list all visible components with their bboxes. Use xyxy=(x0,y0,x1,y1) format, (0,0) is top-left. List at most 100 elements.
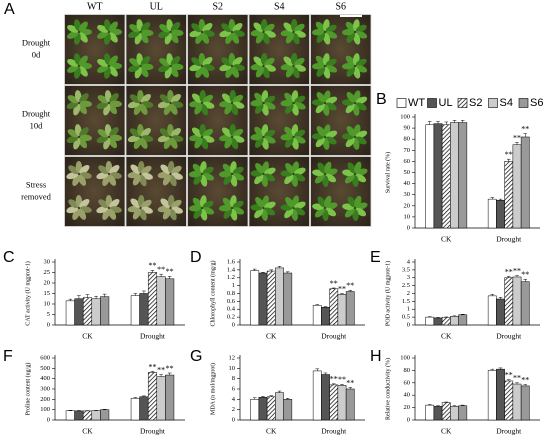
leaf xyxy=(139,174,147,187)
leaf xyxy=(224,103,233,115)
bar xyxy=(433,406,443,421)
error-bar xyxy=(348,290,353,292)
leaf xyxy=(325,130,338,139)
error-bar xyxy=(523,384,528,386)
error-bar xyxy=(261,395,265,398)
y-tick-label: 20 xyxy=(44,279,51,286)
y-tick-label: 30 xyxy=(44,258,51,265)
x-tick-label: Drought xyxy=(140,332,166,341)
y-tick-label: 0 xyxy=(232,416,235,423)
leaf xyxy=(108,55,118,66)
y-tick-label: 60 xyxy=(404,379,411,386)
leaf xyxy=(192,197,203,208)
bar xyxy=(441,124,451,229)
leaf xyxy=(232,56,243,67)
significance-label: ** xyxy=(505,150,513,159)
error-bar xyxy=(444,401,449,403)
leaf xyxy=(221,23,232,33)
significance-label: ** xyxy=(149,261,157,270)
leaf xyxy=(254,92,264,103)
significance-label: ** xyxy=(157,365,165,374)
error-bar xyxy=(460,404,465,406)
error-bar xyxy=(167,276,172,279)
leaf xyxy=(283,56,294,66)
legend-label: S2 xyxy=(469,97,482,109)
leaf xyxy=(128,30,140,39)
bar xyxy=(425,124,435,229)
panel-label: C xyxy=(3,249,15,266)
bar xyxy=(458,405,468,421)
leaf xyxy=(316,92,326,103)
leaf xyxy=(355,130,368,139)
bar xyxy=(512,383,522,421)
leaf xyxy=(284,137,294,148)
leaf xyxy=(223,208,233,219)
panel-label: D xyxy=(190,249,202,266)
leaf xyxy=(354,161,362,174)
error-bar xyxy=(498,198,503,201)
leaf xyxy=(132,208,141,220)
bar xyxy=(139,396,149,421)
leaf xyxy=(283,22,294,32)
error-bar xyxy=(269,269,274,272)
y-tick-label: 3.5 xyxy=(402,266,410,273)
leaf xyxy=(262,66,270,79)
leaf xyxy=(346,66,356,77)
leaf xyxy=(79,93,89,103)
error-bar xyxy=(436,121,440,124)
y-tick-label: 12 xyxy=(229,354,236,361)
leaf xyxy=(109,134,122,142)
leaf xyxy=(141,165,152,175)
bar xyxy=(337,294,347,326)
leaf xyxy=(202,200,214,209)
leaf xyxy=(221,93,232,103)
y-tick-label: 1.2 xyxy=(227,274,235,281)
leaf xyxy=(129,128,141,138)
column-label: S6 xyxy=(335,1,346,12)
y-tick-label: 6 xyxy=(232,385,236,392)
leaf xyxy=(291,137,299,150)
error-bar xyxy=(427,121,432,125)
y-tick-label: 2 xyxy=(232,406,235,413)
leaf xyxy=(255,197,265,208)
error-bar xyxy=(498,297,503,300)
error-bar xyxy=(150,371,155,373)
y-tick-label: 0.5 xyxy=(402,314,410,321)
bar xyxy=(130,295,140,326)
leaf xyxy=(231,32,240,44)
bar xyxy=(91,298,101,326)
row-label: 10d xyxy=(30,120,44,130)
leaf xyxy=(253,22,264,32)
leaf xyxy=(285,66,294,78)
leaf xyxy=(200,137,209,150)
error-bar xyxy=(506,276,511,278)
error-bar xyxy=(285,271,290,274)
leaf xyxy=(317,162,326,174)
legend-label: S6 xyxy=(530,97,543,109)
leaf xyxy=(79,198,90,209)
row-label: Drought xyxy=(22,108,51,118)
leaf xyxy=(323,66,331,79)
legend-label: WT xyxy=(408,97,425,109)
significance-label: ** xyxy=(166,267,174,276)
bar xyxy=(156,376,166,421)
leaf xyxy=(342,62,354,70)
bar xyxy=(82,297,93,326)
leaf xyxy=(139,103,148,115)
column-label: WT xyxy=(87,1,103,12)
bar xyxy=(321,307,330,326)
significance-label: ** xyxy=(157,265,165,274)
bar xyxy=(441,317,451,326)
column-label: S4 xyxy=(274,1,285,12)
leaf xyxy=(230,103,239,116)
leaf xyxy=(255,32,264,44)
legend-label: UL xyxy=(439,97,453,109)
leaf xyxy=(66,135,79,144)
y-tick-label: 4 xyxy=(407,258,411,265)
leaf xyxy=(345,137,355,148)
leaf xyxy=(317,196,326,208)
y-tick-label: 0 xyxy=(47,321,50,328)
leaf xyxy=(108,32,118,43)
leaf xyxy=(353,66,361,79)
